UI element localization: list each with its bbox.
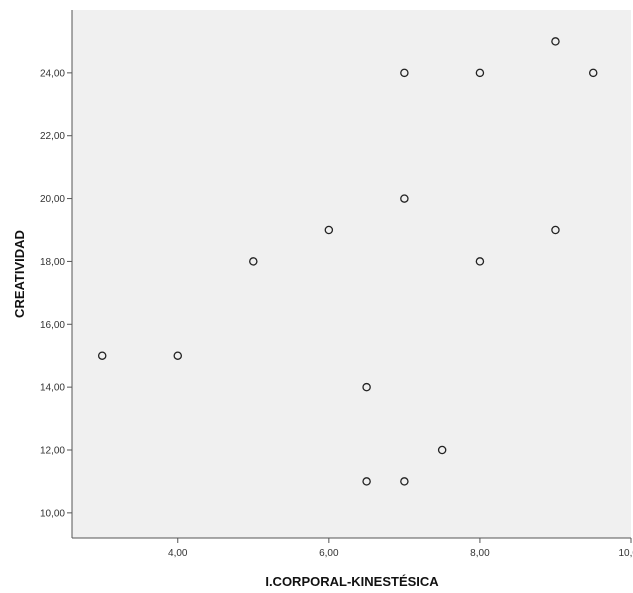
data-point	[400, 477, 409, 486]
y-ticks: 10,00 12,00 14,00 16,00 18,00 20,00 22,00 24,00	[40, 68, 72, 519]
y-tick-label: 22,00	[40, 131, 65, 142]
data-point	[97, 351, 107, 360]
data-point	[362, 477, 371, 486]
y-tick-label: 16,00	[40, 320, 65, 331]
x-tick-label: 10,00	[618, 548, 633, 559]
data-point	[437, 445, 447, 455]
x-tick-label: 8,00	[470, 548, 490, 559]
data-point	[551, 37, 560, 46]
data-point	[400, 194, 409, 203]
data-point	[324, 225, 334, 235]
y-tick-label: 18,00	[40, 257, 65, 268]
x-tick-label: 6,00	[319, 548, 339, 559]
data-point	[400, 68, 409, 78]
y-tick-label: 10,00	[40, 508, 65, 519]
x-axis-title: I.CORPORAL-KINESTÉSICA	[265, 574, 439, 589]
data-point	[551, 225, 560, 235]
x-ticks: 4,00 6,00 8,00 10,00	[168, 538, 633, 559]
data-point	[173, 351, 183, 360]
data-point	[249, 257, 258, 266]
plot-area	[72, 10, 631, 538]
y-tick-label: 14,00	[40, 383, 65, 394]
data-point	[475, 257, 485, 266]
data-point	[362, 382, 371, 392]
y-axis-title: CREATIVIDAD	[12, 230, 27, 318]
x-tick-label: 4,00	[168, 548, 188, 559]
data-point	[588, 68, 598, 78]
y-tick-label: 24,00	[40, 68, 65, 79]
y-tick-label: 12,00	[40, 446, 65, 457]
data-points	[97, 37, 598, 486]
data-point	[475, 68, 485, 78]
y-tick-label: 20,00	[40, 194, 65, 205]
